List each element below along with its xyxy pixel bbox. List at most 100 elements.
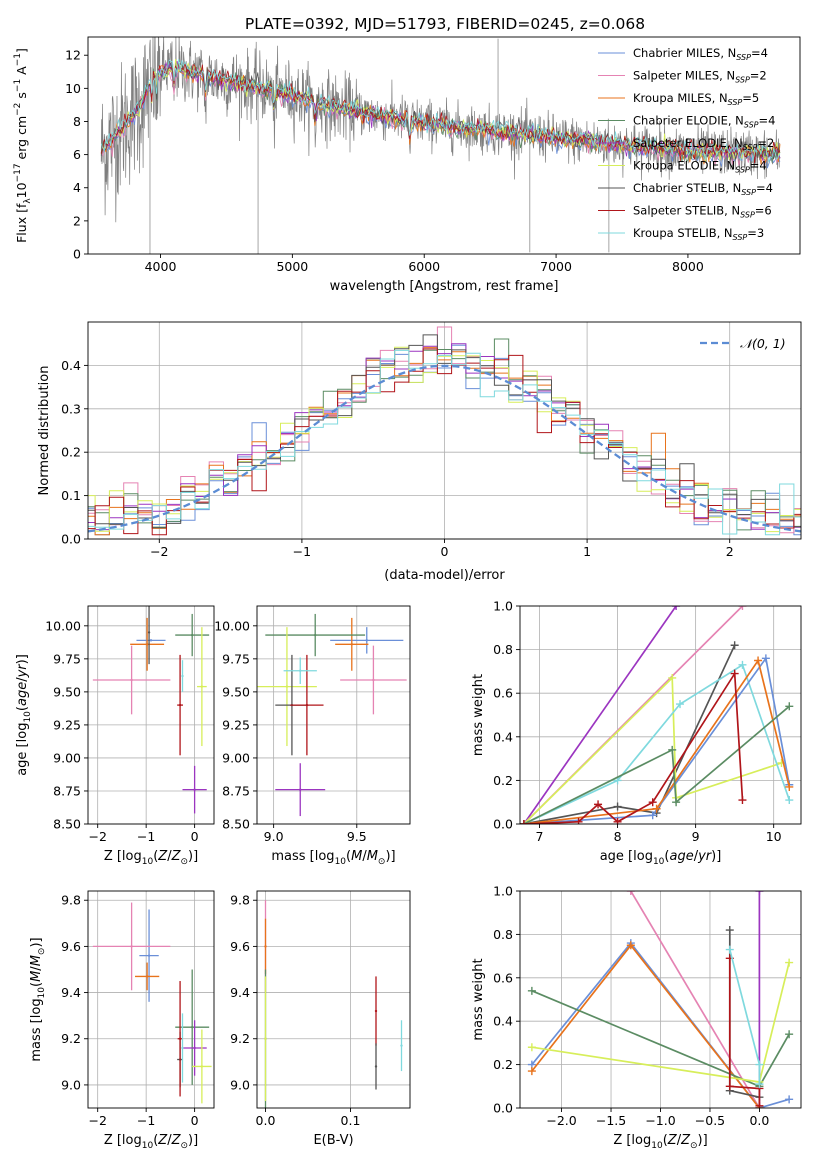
weight-vs-age-axes: 7 8 9 10 0.0 0.2 0.4 0.6 0.8 1.0 age [log10(age/yr… — [471, 599, 802, 867]
x-tick-label: −1.0 — [645, 1113, 675, 1128]
legend-entry-chabrier_elodie: Chabrier ELODIE, NSSP=4 — [633, 114, 775, 130]
weight-marker-kroupa_stelib — [755, 1060, 764, 1069]
weight-marker-chabrier_miles — [648, 811, 657, 820]
y-tick-label: 9.6 — [61, 939, 81, 954]
weight-marker-chabrier_miles — [761, 654, 770, 663]
y-tick-label: 9.4 — [61, 985, 81, 1000]
x-tick-label: −1.5 — [596, 1113, 626, 1128]
data-point-chabrier_stelib — [147, 631, 151, 634]
data-point-chabrier_elodie — [190, 1026, 194, 1029]
weight-vs-age-plot-area — [520, 606, 794, 824]
y-axis-label: mass [log10(M/M⊙)] — [29, 937, 47, 1061]
y-tick-label: 9.2 — [230, 1031, 250, 1046]
weight-marker-kroupa_miles — [527, 1067, 536, 1076]
data-point-kroupa_elodie — [200, 1065, 204, 1068]
y-tick-label: 0.1 — [61, 488, 81, 503]
data-point-kroupa_stelib — [181, 1046, 184, 1050]
y-tick-label: 6 — [73, 147, 81, 162]
data-point-salpeter_stelib — [305, 703, 309, 707]
weight-line-kroupa_stelib — [523, 663, 791, 824]
x-tick-label: −1 — [293, 544, 311, 559]
weight-marker-salpeter_stelib — [730, 669, 739, 678]
x-tick-label: 6000 — [408, 259, 440, 274]
weight-marker-kroupa_stelib — [676, 700, 685, 709]
y-tick-label: 0.6 — [493, 686, 513, 701]
y-tick-label: 1.0 — [493, 599, 513, 614]
spectrum-plot-area — [100, 37, 781, 254]
data-point-kroupa_stelib — [181, 674, 184, 678]
weight-marker-salpeter_elodie — [755, 891, 764, 895]
x-tick-label: 7000 — [540, 259, 572, 274]
weight-marker-kroupa_miles — [652, 804, 661, 813]
weight-line-chabrier_stelib — [728, 930, 760, 1099]
x-tick-label: −1 — [137, 829, 155, 844]
y-tick-label: 0.2 — [493, 773, 513, 788]
spectrum-frame — [87, 36, 801, 255]
residuals-axes: −2 −1 0 1 2 0.0 0.1 0.2 0.3 0.4 (data-model)/error… — [37, 321, 802, 583]
mass-vs-Z-axes: −2 −1 0 9.0 9.2 9.4 9.6 9.8 Z [log10(Z/Z⊙)] mass … — [29, 890, 215, 1151]
y-axis-label: mass weight — [471, 674, 486, 756]
weight-marker-kroupa_miles — [754, 656, 763, 665]
y-tick-label: 10.00 — [214, 618, 250, 633]
weight-line-kroupa_elodie — [523, 675, 782, 824]
weight-marker-chabrier_elodie — [785, 702, 794, 711]
x-tick-label: 0 — [191, 1113, 199, 1128]
data-point-kroupa_miles — [145, 643, 149, 646]
weight-line-salpeter_miles — [630, 891, 761, 1108]
y-tick-label: 0.6 — [493, 970, 513, 985]
data-point-kroupa_elodie — [200, 685, 204, 688]
y-tick-label: 0.0 — [61, 532, 81, 547]
y-tick-label: 0.4 — [493, 1014, 513, 1029]
data-point-kroupa_miles — [145, 975, 149, 978]
weight-line-chabrier_elodie — [523, 705, 790, 824]
data-point-salpeter_stelib — [374, 1009, 378, 1013]
weight-marker-salpeter_stelib — [725, 1082, 734, 1091]
data-point-salpeter_miles — [372, 678, 375, 682]
x-tick-label: 0.0 — [256, 1113, 276, 1128]
data-point-chabrier_miles — [365, 639, 368, 642]
model-line-salpeter_stelib — [100, 62, 781, 164]
model-line-kroupa_stelib — [100, 58, 781, 163]
y-tick-label: 9.75 — [222, 651, 250, 666]
data-point-kroupa_miles — [350, 643, 353, 646]
y-tick-label: 9.25 — [222, 717, 250, 732]
data-point-kroupa_elodie — [285, 685, 289, 688]
residuals-plot-area — [88, 326, 801, 536]
weight-vs-age-frame — [519, 605, 802, 825]
weight-line-kroupa_miles — [531, 943, 761, 1108]
y-tick-label: 1.0 — [493, 884, 513, 899]
data-point-kroupa_miles — [264, 945, 267, 948]
data-point-chabrier_miles — [149, 639, 153, 642]
y-tick-label: 9.8 — [61, 893, 81, 908]
weight-marker-salpeter_stelib — [755, 1101, 764, 1108]
weight-marker-salpeter_elodie — [672, 606, 681, 610]
age-vs-mass-frame — [256, 605, 411, 825]
weight-marker-salpeter_stelib — [574, 817, 583, 824]
weight-marker-chabrier_stelib — [725, 926, 734, 935]
residual-histogram-salpeter_miles — [88, 326, 801, 534]
residual-histogram-chabrier_miles — [88, 344, 801, 536]
weight-marker-chabrier_stelib — [730, 641, 739, 650]
mass-vs-Z-plot-area — [92, 902, 212, 1104]
data-point-chabrier_stelib — [374, 1065, 378, 1068]
x-tick-label: 8000 — [672, 259, 704, 274]
data-point-salpeter_stelib — [178, 703, 182, 707]
y-tick-label: 0.2 — [493, 1057, 513, 1072]
y-tick-label: 0.4 — [493, 729, 513, 744]
figure-title: PLATE=0392, MJD=51793, FIBERID=0245, z=0… — [245, 15, 645, 33]
weight-marker-kroupa_miles — [626, 941, 635, 950]
mass-vs-ebv-axes: 0.0 0.1 9.0 9.2 9.4 9.6 9.8 E(B-V) — [230, 890, 411, 1148]
x-tick-label: 4000 — [145, 259, 177, 274]
legend-entry-salpeter_stelib: Salpeter STELIB, NSSP=6 — [633, 204, 772, 220]
y-tick-label: 8.50 — [222, 817, 250, 832]
y-tick-label: 0.4 — [61, 358, 81, 373]
weight-marker-chabrier_elodie — [668, 745, 677, 754]
data-point-chabrier_elodie — [314, 633, 317, 637]
weight-vs-Z-axes: −2.0 −1.5 −1.0 −0.5 0.0 0.0 0.2 0.4 0.6 0.8 1.0 Z [… — [471, 884, 802, 1151]
x-tick-label: 9.5 — [347, 829, 367, 844]
weight-marker-salpeter_stelib — [648, 798, 657, 807]
x-axis-label: Z [log10(Z/Z⊙)] — [104, 1133, 198, 1151]
x-tick-label: 7 — [536, 829, 544, 844]
weight-marker-chabrier_elodie — [672, 798, 681, 807]
data-point-kroupa_elodie — [264, 1037, 267, 1040]
